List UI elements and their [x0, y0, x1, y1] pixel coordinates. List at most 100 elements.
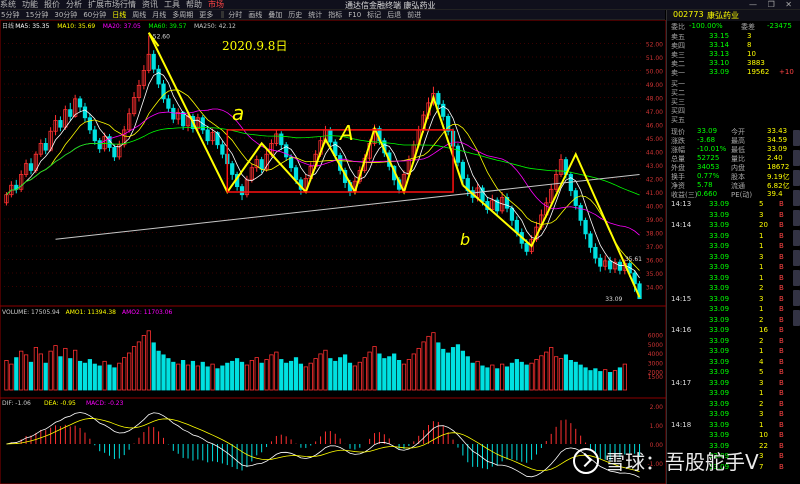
menu-item[interactable]: 分析 [66, 0, 82, 9]
side-tab[interactable] [793, 170, 800, 186]
volume-tick-label: 2000 [648, 370, 663, 377]
volume-bar [117, 362, 122, 391]
tick-direction: B [779, 315, 784, 324]
period-tab[interactable]: 更多 [199, 10, 214, 19]
period-tab[interactable]: 15分钟 [25, 10, 49, 19]
side-tab[interactable] [793, 190, 800, 206]
toolbar-tool[interactable]: F10 [348, 10, 362, 19]
period-tab[interactable]: 月线 [152, 10, 167, 19]
menu-item[interactable]: 市场 [208, 0, 224, 9]
candle [357, 169, 362, 182]
side-tab[interactable] [793, 310, 800, 326]
price-tick-label: 42.00 [646, 177, 663, 184]
menu-item[interactable]: 扩展市场行情 [88, 0, 136, 9]
volume-bar [171, 361, 176, 391]
volume-bar [269, 354, 274, 391]
volume-bar [48, 350, 53, 391]
candle [171, 107, 176, 120]
period-tab[interactable]: 多周期 [172, 10, 194, 19]
period-tab[interactable]: 30分钟 [54, 10, 78, 19]
tick-volume: 7 [759, 462, 764, 471]
side-tab[interactable] [793, 250, 800, 266]
menu-item[interactable]: 帮助 [186, 0, 202, 9]
period-tab[interactable]: 5分钟 [1, 10, 20, 19]
period-tab[interactable]: 日线 [112, 10, 127, 19]
volume-bar [578, 364, 583, 391]
tick-volume: 16 [759, 326, 768, 334]
price-tick-label: 46.00 [646, 123, 663, 130]
volume-bar [146, 330, 151, 391]
tick-direction: B [779, 462, 784, 471]
side-tab[interactable] [793, 130, 800, 146]
menu-bar: 系统 功能 报价 分析 扩展市场行情 资讯 工具 帮助 市场 [0, 0, 800, 10]
menu-item[interactable]: 资讯 [142, 0, 158, 9]
toolbar-tool[interactable]: 统计 [308, 10, 323, 19]
trend-line [462, 151, 641, 298]
stat-value: 5.78 [697, 181, 713, 189]
kline-chart[interactable]: 52.00 51.00 50.00 49.00 48.00 47.00 46.00 45.00… [0, 20, 666, 484]
price-tick-label: 38.00 [646, 231, 663, 238]
price-tick-label: 40.00 [646, 204, 663, 211]
tick-direction: B [779, 336, 784, 345]
stat-row: 净资 5.78 流通 6.82亿 [667, 181, 800, 190]
volume-bar [141, 335, 146, 391]
bid-label: 买三 [671, 98, 685, 106]
tick-price: 33.09 [709, 305, 730, 313]
tick-price: 33.09 [709, 273, 730, 282]
tick-price: 33.09 [709, 200, 730, 208]
volume-bar [367, 351, 372, 391]
candle [151, 53, 156, 70]
toolbar-tool[interactable]: 分时 [228, 10, 243, 19]
side-tab[interactable] [793, 150, 800, 166]
volume-bar [97, 365, 102, 391]
ask-row: 卖三 33.13 10 [667, 50, 800, 59]
menu-item[interactable]: 报价 [44, 0, 60, 9]
volume-bar [53, 345, 58, 391]
tick-price: 33.09 [709, 441, 730, 450]
stat-value: 9.19亿 [767, 173, 790, 181]
side-tab[interactable] [793, 230, 800, 246]
bid-row: 买三 [667, 97, 800, 106]
volume-tick-label: 6000 [648, 333, 663, 340]
toolbar-tool[interactable]: 叠加 [268, 10, 283, 19]
volume-bar [200, 361, 205, 391]
volume-bar [622, 363, 627, 391]
period-tab[interactable]: 周线 [132, 10, 147, 19]
toolbar-tool[interactable]: 标记 [367, 10, 382, 19]
tick-volume: 2 [759, 336, 764, 345]
tick-row: 33.09 4 B [667, 358, 800, 367]
stat-value: 39.4 [767, 190, 783, 198]
candle [279, 133, 284, 146]
volume-bar [19, 350, 24, 391]
side-tabs[interactable] [793, 130, 800, 326]
tick-direction: B [779, 420, 784, 429]
volume-tick-label: 5000 [648, 342, 663, 349]
tick-volume: 1 [759, 242, 764, 250]
period-tab[interactable]: 60分钟 [83, 10, 107, 19]
bid-row: 买二 [667, 88, 800, 97]
toolbar-tool[interactable]: 后退 [387, 10, 402, 19]
toolbar-tool[interactable]: 画线 [248, 10, 263, 19]
tick-price: 33.09 [709, 263, 730, 271]
side-tab[interactable] [793, 270, 800, 286]
window-controls[interactable]: — ❐ ✕ [749, 0, 796, 9]
tick-direction: B [779, 347, 784, 355]
watermark: 雪球 ：吾股舵手V [573, 446, 759, 475]
menu-item[interactable]: 功能 [22, 0, 38, 9]
legend-item: MA10: 35.69 [57, 23, 95, 30]
toolbar-tool[interactable]: 历史 [288, 10, 303, 19]
side-tab[interactable] [793, 210, 800, 226]
stat-value: 33.43 [767, 127, 788, 135]
candle [558, 159, 564, 175]
candle [220, 144, 225, 155]
stat-label: 换手 [671, 173, 685, 181]
toolbar-tool[interactable]: 前进 [407, 10, 422, 19]
side-tab[interactable] [793, 290, 800, 306]
bid-label: 买四 [671, 107, 685, 115]
menu-item[interactable]: 工具 [164, 0, 180, 9]
stock-name: 康弘药业 [707, 11, 739, 20]
candle [210, 132, 215, 142]
menu-item[interactable]: 系统 [0, 0, 16, 9]
volume-bar [166, 358, 171, 391]
toolbar-tool[interactable]: 指标 [328, 10, 343, 19]
